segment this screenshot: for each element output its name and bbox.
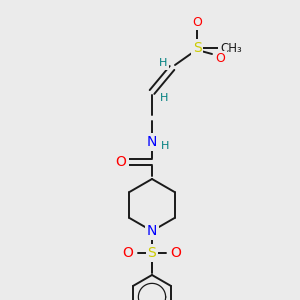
Text: S: S — [193, 41, 201, 55]
Text: O: O — [116, 155, 126, 169]
Text: H: H — [159, 58, 167, 68]
Text: CH₃: CH₃ — [220, 41, 242, 55]
Text: O: O — [215, 52, 225, 65]
Text: H: H — [160, 93, 168, 103]
Text: N: N — [147, 224, 157, 238]
Text: S: S — [148, 246, 156, 260]
Text: N: N — [147, 135, 157, 149]
Text: O: O — [171, 246, 182, 260]
Text: O: O — [123, 246, 134, 260]
Text: H: H — [161, 141, 169, 151]
Text: O: O — [192, 16, 202, 28]
